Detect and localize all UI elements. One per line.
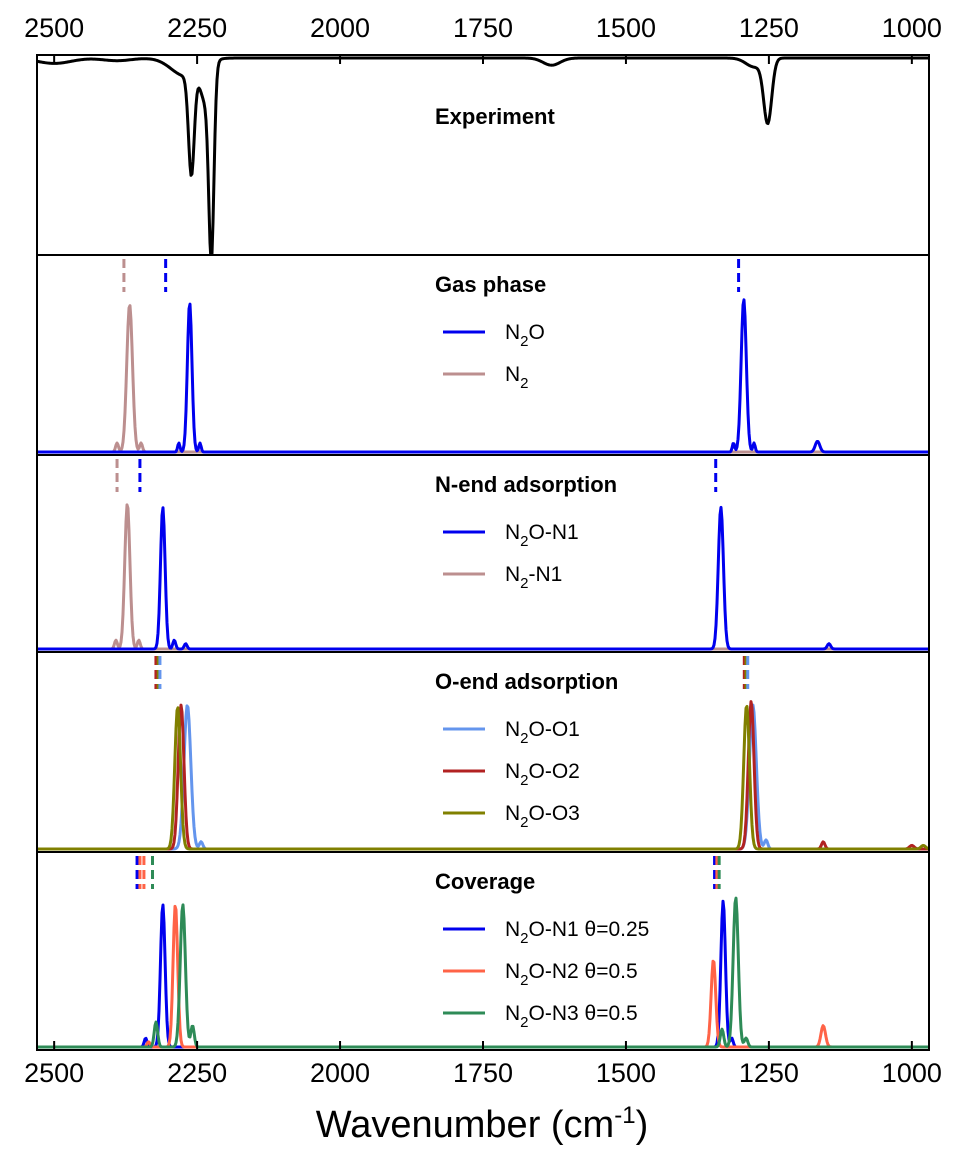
panel-1-legend-label-0: N2O (505, 321, 545, 350)
panel-3-legend-label-1: N2O-O2 (505, 760, 580, 789)
bottom-tick-label-5: 1250 (739, 1058, 799, 1088)
panel-3-title: O-end adsorption (435, 669, 618, 694)
panel-2-series-1 (37, 505, 929, 651)
panel-1: Gas phase N2O N2 (36, 254, 930, 456)
panels-layer: Experiment Gas phase N2O N2 N-end adsorption… (36, 54, 930, 1051)
panel-4: Coverage N2O-N1 θ=0.25 N2O-N2 θ=0.5 N2O-N3 … (36, 851, 930, 1051)
x-axis-label-main: Wavenumber (cm (316, 1104, 614, 1146)
panel-4-series-1 (37, 904, 929, 1049)
bottom-tick-label-4: 1500 (596, 1058, 656, 1088)
top-tick-label-3: 1750 (453, 13, 513, 43)
panel-2-legend-label-1: N2-N1 (505, 563, 562, 592)
panel-3-series-2 (37, 704, 929, 851)
panel-0-title: Experiment (435, 104, 555, 129)
panel-1-title: Gas phase (435, 272, 546, 297)
panel-0-frame (36, 54, 930, 256)
top-tick-label-4: 1500 (596, 13, 656, 43)
panel-4-legend-label-1: N2O-N2 θ=0.5 (505, 960, 638, 989)
panel-3-legend-label-2: N2O-O3 (505, 802, 580, 831)
bottom-tick-label-1: 2250 (167, 1058, 227, 1088)
panel-2-legend-label-0: N2O-N1 (505, 521, 579, 550)
top-tick-label-0: 2500 (24, 13, 84, 43)
bottom-tick-label-6: 1000 (882, 1058, 942, 1088)
panel-3-legend-label-0: N2O-O1 (505, 718, 580, 747)
x-axis-label: Wavenumber (cm-1) (316, 1102, 648, 1146)
panel-1-series-1 (37, 298, 929, 454)
top-tick-label-2: 2000 (310, 13, 370, 43)
panel-2-title: N-end adsorption (435, 472, 617, 497)
x-axis-label-end: ) (636, 1104, 649, 1146)
panel-3: O-end adsorption N2O-O1 N2O-O2 N2O-O3 (36, 651, 930, 853)
panel-0-series-0 (37, 56, 929, 255)
ticks-layer: 2500 2500 2250 2250 2000 2000 1750 1750 1500 1500… (24, 13, 942, 1088)
panel-1-series-0 (37, 304, 929, 454)
bottom-tick-label-3: 1750 (453, 1058, 513, 1088)
top-tick-label-6: 1000 (882, 13, 942, 43)
x-axis-label-sup: -1 (614, 1102, 635, 1129)
panel-4-title: Coverage (435, 869, 535, 894)
top-tick-label-1: 2250 (167, 13, 227, 43)
bottom-tick-label-2: 2000 (310, 1058, 370, 1088)
panel-0: Experiment (36, 54, 930, 256)
panel-4-legend-label-2: N2O-N3 θ=0.5 (505, 1002, 638, 1031)
panel-1-legend-label-1: N2 (505, 363, 529, 392)
bottom-tick-label-0: 2500 (24, 1058, 84, 1088)
top-tick-label-5: 1250 (739, 13, 799, 43)
panel-4-legend-label-0: N2O-N1 θ=0.25 (505, 918, 649, 947)
panel-2-series-0 (37, 503, 929, 651)
panel-2: N-end adsorption N2O-N1 N2-N1 (36, 454, 930, 653)
